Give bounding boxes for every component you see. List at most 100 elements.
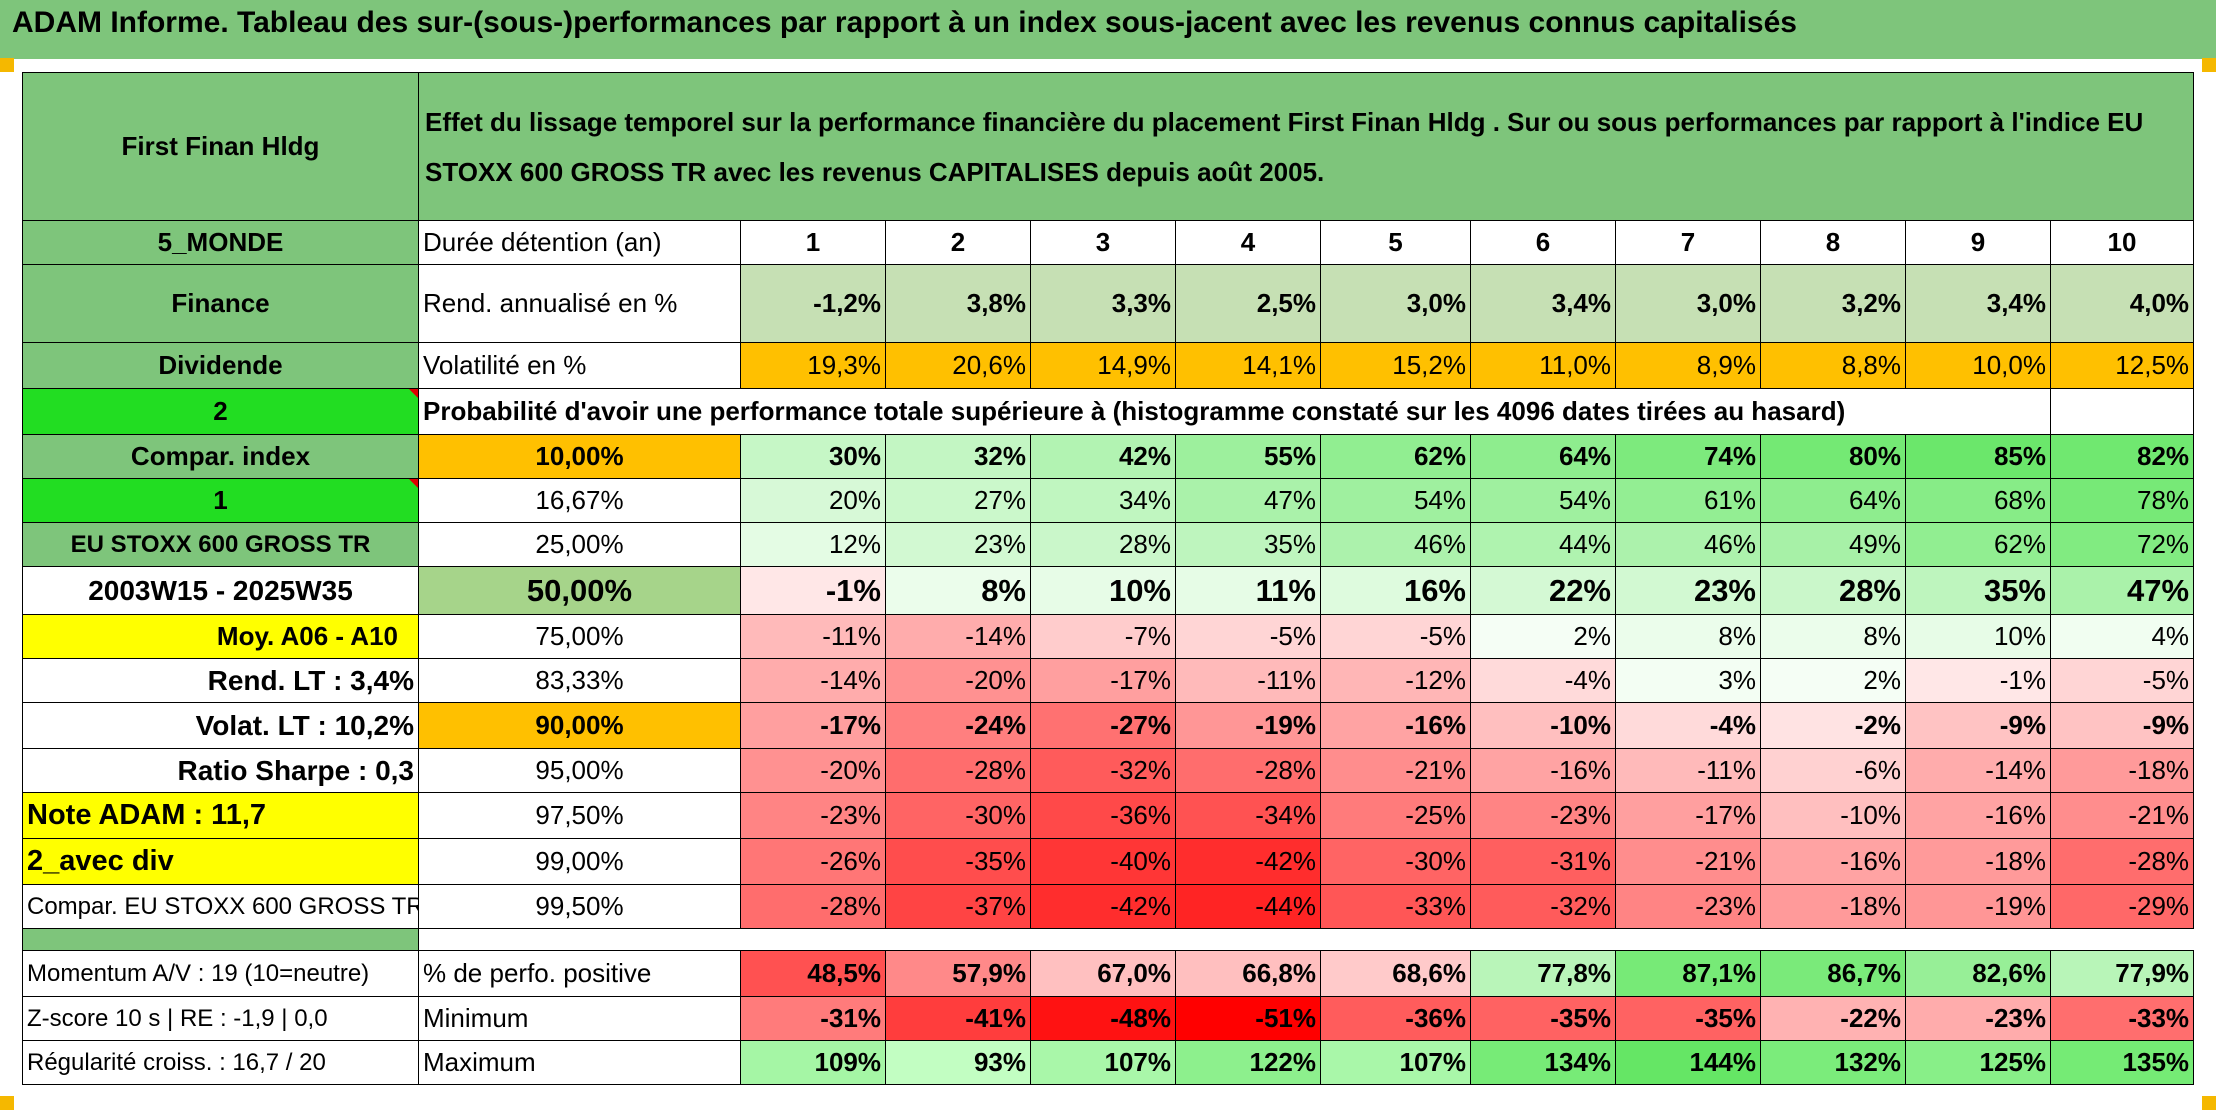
minimum-value: -33% <box>2049 996 2195 1041</box>
percentile-value: 62% <box>1320 434 1471 479</box>
percentile-value: -18% <box>2049 748 2195 793</box>
percentile-value: 54% <box>1470 478 1616 523</box>
duree-label: Durée détention (an) <box>418 220 741 265</box>
percentile-label: 10,00% <box>418 434 741 479</box>
percentile-value: 20% <box>740 478 886 523</box>
minimum-value: -51% <box>1175 996 1321 1041</box>
positive-value: 67,0% <box>1030 950 1176 997</box>
fund-name-cell: First Finan Hldg <box>22 72 419 221</box>
percentile-value: 35% <box>1175 522 1321 567</box>
rend-value: 2,5% <box>1175 264 1321 343</box>
year-header: 3 <box>1030 220 1176 265</box>
percentile-value: -7% <box>1030 614 1176 659</box>
momentum-label: Momentum A/V : 19 (10=neutre) <box>22 950 419 997</box>
rend-value: 3,4% <box>1905 264 2051 343</box>
percentile-value: 44% <box>1470 522 1616 567</box>
corner-marker <box>2202 1096 2216 1110</box>
percentile-value: -10% <box>1470 702 1616 749</box>
percentile-value: -28% <box>1175 748 1321 793</box>
percentile-value: 8% <box>1760 614 1906 659</box>
percentile-value: 30% <box>740 434 886 479</box>
percentile-value: 55% <box>1175 434 1321 479</box>
volat-value: 11,0% <box>1470 342 1616 389</box>
maximum-value: 122% <box>1175 1040 1321 1085</box>
percentile-value: -25% <box>1320 792 1471 839</box>
positive-value: 68,6% <box>1320 950 1471 997</box>
year-header: 9 <box>1905 220 2051 265</box>
minimum-value: -41% <box>885 996 1031 1041</box>
percentile-value: -33% <box>1320 884 1471 929</box>
percentile-value: -4% <box>1470 658 1616 703</box>
percentile-value: 22% <box>1470 566 1616 615</box>
year-header: 8 <box>1760 220 1906 265</box>
percentile-value: 49% <box>1760 522 1906 567</box>
percentile-value: -27% <box>1030 702 1176 749</box>
percentile-value: -1% <box>1905 658 2051 703</box>
percentile-value: -34% <box>1175 792 1321 839</box>
percentile-value: 46% <box>1615 522 1761 567</box>
selector-1[interactable]: 2 <box>22 388 419 435</box>
regularite-label: Régularité croiss. : 16,7 / 20 <box>22 1040 419 1085</box>
maximum-value: 93% <box>885 1040 1031 1085</box>
percentile-value: -35% <box>885 838 1031 885</box>
percentile-value: -28% <box>885 748 1031 793</box>
percentile-value: -5% <box>1175 614 1321 659</box>
minimum-value: -35% <box>1470 996 1616 1041</box>
volat-value: 20,6% <box>885 342 1031 389</box>
percentile-value: 64% <box>1760 478 1906 523</box>
percentile-value: -12% <box>1320 658 1471 703</box>
percentile-value: 16% <box>1320 566 1471 615</box>
percentile-value: 80% <box>1760 434 1906 479</box>
percentile-value: -28% <box>2049 838 2195 885</box>
percentile-value: -16% <box>1320 702 1471 749</box>
type-label: Dividende <box>22 342 419 389</box>
percentile-value: 32% <box>885 434 1031 479</box>
maximum-value: 107% <box>1030 1040 1176 1085</box>
percentile-value: -17% <box>740 702 886 749</box>
percentile-label: 50,00% <box>418 566 741 615</box>
percentile-label: 99,00% <box>418 838 741 885</box>
percentile-value: 82% <box>2049 434 2195 479</box>
minimum-value: -22% <box>1760 996 1906 1041</box>
percentile-value: -26% <box>740 838 886 885</box>
percentile-value: 62% <box>1905 522 2051 567</box>
note-adam-label: Note ADAM : 11,7 <box>22 792 419 839</box>
rend-value: 3,2% <box>1760 264 1906 343</box>
percentile-value: 3% <box>1615 658 1761 703</box>
percentile-value: 85% <box>1905 434 2051 479</box>
percentile-value: 34% <box>1030 478 1176 523</box>
percentile-value: -9% <box>1905 702 2051 749</box>
percentile-value: -30% <box>1320 838 1471 885</box>
volat-value: 10,0% <box>1905 342 2051 389</box>
percentile-value: -17% <box>1030 658 1176 703</box>
percentile-value: 47% <box>1175 478 1321 523</box>
volat-value: 8,8% <box>1760 342 1906 389</box>
percentile-value: -32% <box>1030 748 1176 793</box>
period-label: 2003W15 - 2025W35 <box>22 566 419 615</box>
volat-value: 14,9% <box>1030 342 1176 389</box>
volat-value: 19,3% <box>740 342 886 389</box>
region-label: 5_MONDE <box>22 220 419 265</box>
percentile-value: 35% <box>1905 566 2051 615</box>
percentile-value: 10% <box>1905 614 2051 659</box>
percentile-value: -21% <box>1615 838 1761 885</box>
percentile-value: -36% <box>1030 792 1176 839</box>
percentile-value: -1% <box>740 566 886 615</box>
percentile-value: -14% <box>1905 748 2051 793</box>
selector-2[interactable]: 1 <box>22 478 419 523</box>
percentile-value: -30% <box>885 792 1031 839</box>
percentile-value: 54% <box>1320 478 1471 523</box>
percentile-value: -4% <box>1615 702 1761 749</box>
compar-index-label: Compar. index <box>22 434 419 479</box>
percentile-label: 95,00% <box>418 748 741 793</box>
volat-lt-label: Volat. LT : 10,2% <box>22 702 419 749</box>
percentile-value: -11% <box>740 614 886 659</box>
percentile-value: 2% <box>1470 614 1616 659</box>
report-title: ADAM Informe. Tableau des sur-(sous-)per… <box>12 6 1797 39</box>
positive-value: 87,1% <box>1615 950 1761 997</box>
percentile-label: 25,00% <box>418 522 741 567</box>
maximum-value: 125% <box>1905 1040 2051 1085</box>
percentile-value: -28% <box>740 884 886 929</box>
positive-value: 57,9% <box>885 950 1031 997</box>
percentile-value: -6% <box>1760 748 1906 793</box>
